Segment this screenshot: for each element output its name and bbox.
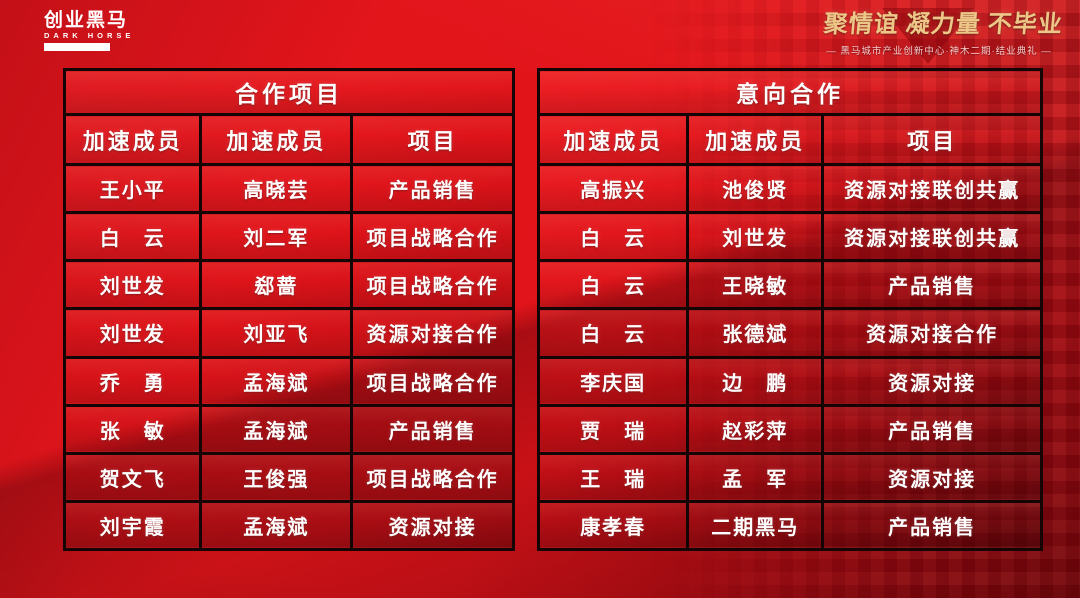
table-row: 白 云刘二军 项目战略合作 — [62, 211, 515, 263]
column-header: 项目 — [350, 113, 515, 166]
project-cell: 产品销售 — [821, 259, 1043, 311]
project-cell: 资源对接合作 — [350, 307, 515, 359]
member-cell: 白 云 — [536, 307, 690, 359]
member-cell: 康孝春 — [536, 499, 690, 552]
member-cell: 刘世发 — [62, 259, 203, 311]
project-cell: 项目战略合作 — [350, 355, 515, 407]
table-row: 贾 瑞赵彩萍 产品销售 — [536, 403, 1043, 455]
member-cell: 高晓芸 — [199, 162, 354, 215]
table-row: 白 云王晓敏 产品销售 — [536, 259, 1043, 311]
member-cell: 池俊贤 — [686, 162, 825, 215]
triangle-decoration-icon — [882, 8, 974, 64]
project-cell: 项目战略合作 — [350, 259, 515, 311]
column-header: 加速成员 — [686, 113, 825, 166]
table-title-row: 合作项目 — [63, 68, 515, 116]
table-title: 意向合作 — [537, 68, 1043, 116]
table-row: 张 敏孟海斌 产品销售 — [62, 403, 515, 455]
member-cell: 白 云 — [536, 259, 690, 311]
member-cell: 高振兴 — [536, 162, 690, 215]
member-cell: 王 瑞 — [536, 451, 690, 503]
member-cell: 边 鹏 — [686, 355, 825, 407]
table-row: 白 云张德斌 资源对接合作 — [536, 307, 1043, 359]
event-banner: 聚情谊 凝力量 不毕业 — 黑马城市产业创新中心·神木二期·结业典礼 — — [822, 4, 1064, 64]
member-cell: 白 云 — [536, 211, 690, 263]
dark-horse-logo: 创业黑马 DARK HORSE — [44, 11, 134, 51]
table-header-row: 加速成员 加速成员 项目 — [536, 113, 1043, 166]
cooperation-projects-table: 合作项目 加速成员 加速成员 项目 王小平 高晓芸 产品销售白 云刘二军 项目战略合作 刘世发郄… — [62, 68, 515, 552]
member-cell: 贺文飞 — [62, 451, 203, 503]
logo-title: 创业黑马 — [44, 10, 129, 31]
member-cell: 刘宇霞 — [62, 499, 203, 552]
member-cell: 孟 军 — [686, 451, 825, 503]
table-row: 刘宇霞 孟海斌 资源对接 — [62, 499, 515, 552]
project-cell: 产品销售 — [350, 162, 515, 215]
logo-subtitle: DARK HORSE — [44, 31, 135, 40]
table-row: 刘世发 郄蔷 项目战略合作 — [62, 259, 515, 311]
member-cell: 郄蔷 — [199, 259, 354, 311]
project-cell: 资源对接 — [821, 451, 1043, 503]
table-row: 刘世发 刘亚飞 资源对接合作 — [62, 307, 515, 359]
member-cell: 张德斌 — [686, 307, 825, 359]
column-header: 加速成员 — [536, 113, 690, 166]
table-header-row: 加速成员 加速成员 项目 — [62, 113, 515, 166]
banner-slogan: 聚情谊 凝力量 不毕业 — [822, 12, 1064, 38]
intended-cooperation-table: 意向合作 加速成员 加速成员 项目 高振兴 池俊贤 资源对接联创共赢白 云刘世发 资源对接联创… — [536, 68, 1043, 552]
logo-underline-bar — [44, 42, 110, 51]
table-row: 王 瑞孟 军资源对接 — [536, 451, 1043, 503]
project-cell: 项目战略合作 — [350, 211, 515, 263]
member-cell: 王俊强 — [199, 451, 354, 503]
member-cell: 刘世发 — [62, 307, 203, 359]
project-cell: 资源对接 — [350, 499, 515, 552]
project-cell: 资源对接合作 — [821, 307, 1043, 359]
table-row: 白 云刘世发 资源对接联创共赢 — [536, 211, 1043, 263]
table-row: 高振兴 池俊贤 资源对接联创共赢 — [536, 162, 1043, 215]
member-cell: 孟海斌 — [199, 355, 354, 407]
member-cell: 刘二军 — [199, 211, 354, 263]
project-cell: 资源对接联创共赢 — [821, 211, 1043, 263]
member-cell: 李庆国 — [536, 355, 690, 407]
member-cell: 贾 瑞 — [536, 403, 690, 455]
table-row: 康孝春 二期黑马 产品销售 — [536, 499, 1043, 552]
member-cell: 乔 勇 — [62, 355, 203, 407]
project-cell: 资源对接 — [821, 355, 1043, 407]
table-row: 王小平 高晓芸 产品销售 — [62, 162, 515, 215]
project-cell: 产品销售 — [821, 403, 1043, 455]
column-header: 加速成员 — [62, 113, 203, 166]
project-cell: 资源对接联创共赢 — [821, 162, 1043, 215]
table-title: 合作项目 — [63, 68, 515, 116]
member-cell: 孟海斌 — [199, 499, 354, 552]
project-cell: 产品销售 — [350, 403, 515, 455]
table-row: 贺文飞 王俊强 项目战略合作 — [62, 451, 515, 503]
member-cell: 二期黑马 — [686, 499, 825, 552]
table-row: 乔 勇孟海斌 项目战略合作 — [62, 355, 515, 407]
project-cell: 项目战略合作 — [350, 451, 515, 503]
member-cell: 孟海斌 — [199, 403, 354, 455]
member-cell: 赵彩萍 — [686, 403, 825, 455]
project-cell: 产品销售 — [821, 499, 1043, 552]
member-cell: 刘世发 — [686, 211, 825, 263]
table-title-row: 意向合作 — [537, 68, 1043, 116]
table-row: 李庆国边 鹏资源对接 — [536, 355, 1043, 407]
member-cell: 刘亚飞 — [199, 307, 354, 359]
column-header: 加速成员 — [199, 113, 354, 166]
member-cell: 王晓敏 — [686, 259, 825, 311]
banner-subtitle: — 黑马城市产业创新中心·神木二期·结业典礼 — — [826, 46, 1052, 57]
member-cell: 张 敏 — [62, 403, 203, 455]
member-cell: 白 云 — [62, 211, 203, 263]
column-header: 项目 — [821, 113, 1043, 166]
member-cell: 王小平 — [62, 162, 203, 215]
